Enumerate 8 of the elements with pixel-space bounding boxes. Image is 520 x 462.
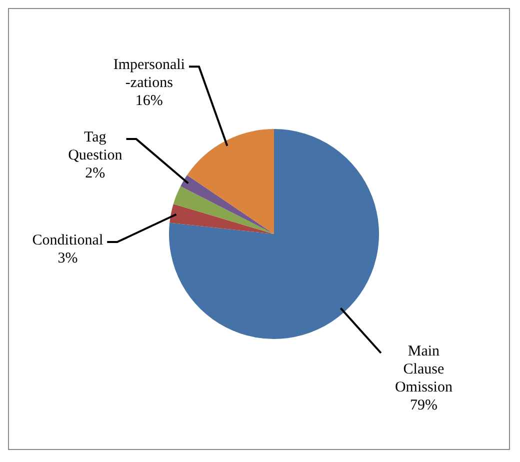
data-label: 16% bbox=[135, 93, 163, 110]
slice-label: Tag Question bbox=[68, 130, 123, 164]
slice-label: Main Clause Omission bbox=[394, 343, 453, 396]
slice-label: Impersonali -zations bbox=[113, 57, 185, 92]
slice-label: Conditional bbox=[32, 232, 104, 248]
data-label: 3% bbox=[58, 250, 78, 266]
data-label: 79% bbox=[410, 397, 438, 414]
data-label: 2% bbox=[85, 166, 106, 182]
